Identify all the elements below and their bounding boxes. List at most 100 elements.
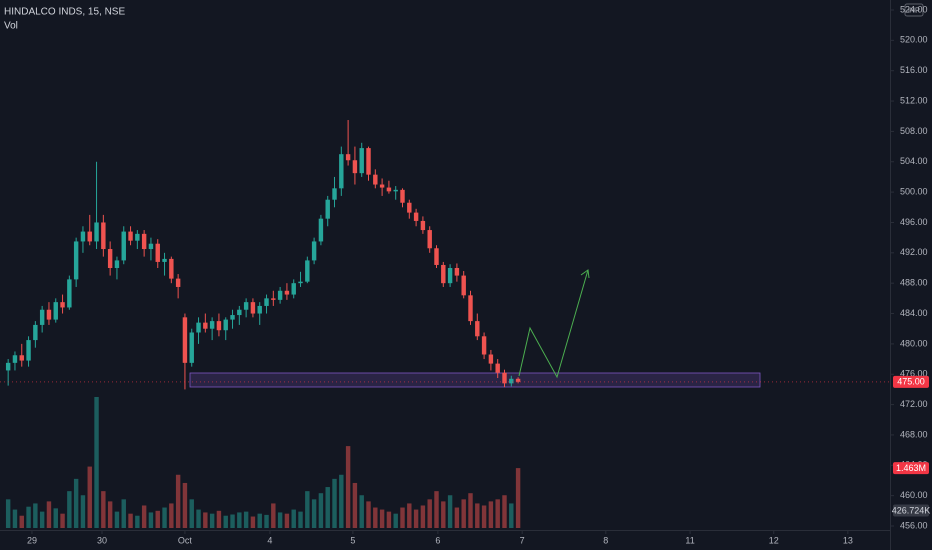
candle-body (203, 322, 208, 329)
candle-body (243, 302, 249, 310)
x-tick-label: 30 (97, 535, 107, 545)
candle-body (373, 174, 378, 185)
y-tick-label: 520.00 (900, 35, 928, 45)
volume-bar (339, 474, 344, 528)
projection-arrow (580, 269, 590, 279)
volume-bar (148, 512, 154, 528)
x-tick-label: 29 (27, 535, 37, 545)
volume-bar (19, 515, 24, 528)
candle-body (67, 279, 72, 308)
volume-bar (379, 509, 385, 528)
candle-body (80, 231, 86, 242)
volume-bar (352, 482, 358, 528)
candle-body (420, 220, 426, 231)
candle-body (19, 355, 24, 361)
support-zone (189, 372, 761, 388)
volume-bar (209, 513, 215, 528)
volume-bar (332, 478, 337, 528)
volume-bar (271, 503, 276, 528)
candle-body (94, 222, 99, 242)
candle-body (441, 264, 446, 284)
volume-bar (298, 511, 303, 528)
x-tick-label: 6 (435, 535, 440, 545)
volume-bar (12, 509, 18, 528)
candle-body (393, 189, 398, 192)
x-tick-label: 13 (843, 535, 853, 545)
volume-bar (53, 508, 58, 528)
y-tick-label: 512.00 (900, 95, 928, 105)
volume-bar (515, 468, 521, 528)
volume-bar (141, 505, 147, 528)
volume-bar (223, 515, 228, 528)
volume-bar (237, 512, 242, 528)
candle-body (509, 378, 514, 384)
y-tick-label: 468.00 (900, 429, 928, 439)
volume-bar (46, 501, 52, 528)
candle-body (250, 302, 256, 314)
volume-bar (94, 396, 99, 528)
candle-body (454, 268, 460, 276)
candle-body (359, 148, 364, 174)
y-tick-label: 500.00 (900, 186, 928, 196)
candle-body (379, 184, 385, 188)
candle-body (155, 243, 160, 262)
projection-path (518, 269, 589, 379)
y-tick-label: 496.00 (900, 217, 928, 227)
volume-bar (407, 503, 412, 528)
volume-bar (114, 511, 120, 528)
volume-bar (454, 507, 460, 528)
candle-body (515, 378, 521, 382)
candle-body (135, 233, 140, 241)
volume-bar (488, 501, 494, 528)
y-tick-label: 508.00 (900, 126, 928, 136)
volume-bar (400, 507, 405, 528)
volume-bar (386, 511, 392, 528)
volume-bar (461, 499, 466, 528)
volume-bar (107, 501, 113, 528)
candle-body (407, 202, 412, 213)
candle-body (264, 298, 269, 306)
candle-body (468, 295, 473, 322)
volume-bar (502, 495, 507, 528)
candle-body (305, 260, 310, 282)
x-tick-label: 12 (769, 535, 779, 545)
volume-ma-badge-bg (893, 504, 929, 517)
y-tick-label: 488.00 (900, 278, 928, 288)
candle-body (175, 278, 181, 287)
candle-body (87, 231, 92, 242)
candle-body (502, 372, 507, 384)
volume-bar (325, 487, 330, 528)
volume-bar (393, 513, 398, 528)
candle-body (73, 241, 79, 280)
y-tick-label: 492.00 (900, 247, 928, 257)
volume-bar (33, 503, 38, 528)
candle-body (257, 305, 262, 314)
candle-body (209, 321, 215, 329)
volume-bar (413, 509, 419, 528)
candle-body (271, 298, 276, 300)
volume-bar (468, 493, 473, 528)
candle-body (447, 268, 453, 284)
y-tick-label: 460.00 (900, 490, 928, 500)
candle-body (39, 309, 45, 325)
volume-bar (230, 514, 235, 528)
candle-body (291, 283, 296, 295)
volume-bar (182, 482, 188, 528)
volume-bar (80, 495, 86, 528)
candle-body (345, 154, 351, 161)
volume-bar (243, 511, 249, 528)
candle-body (107, 249, 113, 268)
candle-body (162, 258, 167, 262)
candle-body (434, 248, 439, 265)
volume-bar (318, 493, 324, 528)
volume-bar (291, 509, 296, 528)
candle-body (386, 187, 392, 192)
y-tick-label: 484.00 (900, 308, 928, 318)
volume-bar (257, 513, 262, 528)
y-tick-label: 516.00 (900, 65, 928, 75)
candle-body (481, 336, 487, 355)
volume-bar (495, 499, 500, 528)
currency: INR (908, 7, 920, 14)
